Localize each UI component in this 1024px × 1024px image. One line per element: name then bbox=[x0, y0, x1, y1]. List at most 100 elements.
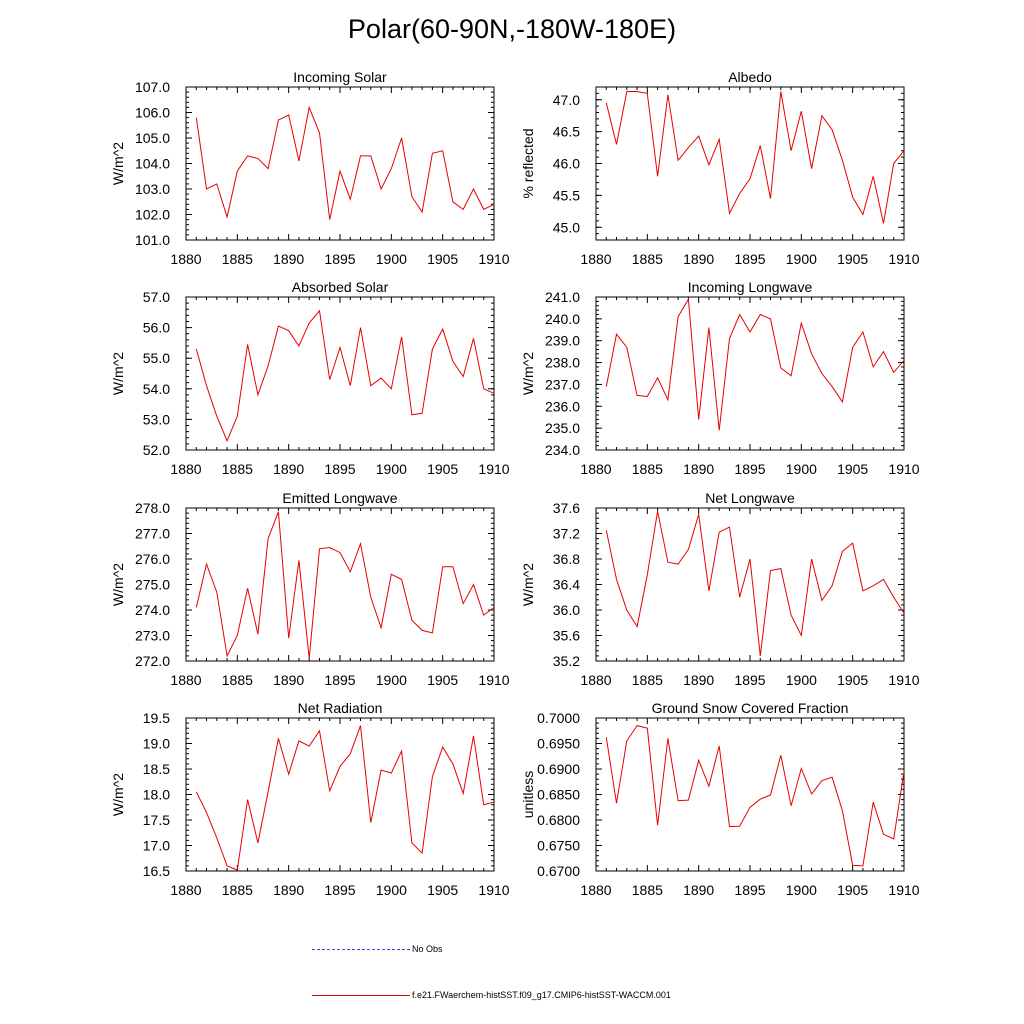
y-tick-label: 55.0 bbox=[143, 350, 170, 366]
x-tick-label: 1880 bbox=[580, 672, 611, 688]
y-tick-label: 0.6900 bbox=[537, 761, 580, 777]
x-tick-label: 1890 bbox=[273, 461, 304, 477]
x-tick-label: 1910 bbox=[478, 461, 509, 477]
chart-panel: Ground Snow Covered Fraction unitless 1880… bbox=[520, 700, 920, 898]
y-tick-label: 16.5 bbox=[143, 863, 170, 879]
y-tick-label: 275.0 bbox=[135, 577, 170, 593]
plot-frame bbox=[185, 296, 495, 451]
y-tick-label: 37.6 bbox=[553, 500, 580, 516]
chart-panel: Incoming Solar W/m^2 1880 1885 1890 1895 1900 1… bbox=[110, 69, 510, 267]
plot-frame bbox=[595, 717, 905, 872]
y-tick-label: 274.0 bbox=[135, 602, 170, 618]
x-tick-label: 1880 bbox=[170, 672, 201, 688]
legend-label-model-run: f.e21.FWaerchem-histSST.f09_g17.CMIP6-hi… bbox=[412, 990, 671, 1000]
x-tick-label: 1890 bbox=[273, 251, 304, 267]
y-tick-label: 17.0 bbox=[143, 838, 170, 854]
x-tick-label: 1905 bbox=[837, 882, 868, 898]
y-tick-label: 234.0 bbox=[545, 442, 580, 458]
y-tick-label: 104.0 bbox=[135, 156, 170, 172]
chart-panel: Incoming Longwave W/m^2 1880 1885 1890 1895 19… bbox=[520, 279, 920, 477]
y-tick-label: 36.8 bbox=[553, 551, 580, 567]
y-tick-label: 46.0 bbox=[553, 156, 580, 172]
panel-title: Ground Snow Covered Fraction bbox=[652, 700, 849, 716]
y-tick-label: 46.5 bbox=[553, 124, 580, 140]
y-tick-label: 18.0 bbox=[143, 787, 170, 803]
y-tick-label: 45.0 bbox=[553, 219, 580, 235]
series-line bbox=[195, 511, 494, 659]
y-tick-label: 101.0 bbox=[135, 232, 170, 248]
y-tick-label: 240.0 bbox=[545, 311, 580, 327]
panel-title: Incoming Solar bbox=[293, 69, 387, 85]
y-tick-label: 52.0 bbox=[143, 442, 170, 458]
y-tick-label: 103.0 bbox=[135, 181, 170, 197]
y-tick-label: 18.5 bbox=[143, 761, 170, 777]
x-tick-label: 1880 bbox=[170, 251, 201, 267]
x-tick-label: 1885 bbox=[632, 251, 663, 267]
x-tick-label: 1910 bbox=[888, 251, 919, 267]
chart-panel: Net Radiation W/m^2 1880 1885 1890 1895 1900 19… bbox=[110, 700, 510, 898]
y-tick-label: 0.6750 bbox=[537, 838, 580, 854]
y-tick-label: 272.0 bbox=[135, 653, 170, 669]
y-tick-label: 35.6 bbox=[553, 628, 580, 644]
x-tick-label: 1910 bbox=[478, 882, 509, 898]
y-tick-label: 276.0 bbox=[135, 551, 170, 567]
x-tick-label: 1905 bbox=[427, 672, 458, 688]
y-tick-label: 36.0 bbox=[553, 602, 580, 618]
x-tick-label: 1900 bbox=[786, 882, 817, 898]
y-tick-label: 106.0 bbox=[135, 105, 170, 121]
x-tick-label: 1910 bbox=[888, 461, 919, 477]
x-tick-label: 1885 bbox=[222, 461, 253, 477]
y-tick-label: 0.7000 bbox=[537, 710, 580, 726]
x-tick-label: 1905 bbox=[837, 461, 868, 477]
y-tick-label: 17.5 bbox=[143, 812, 170, 828]
y-tick-label: 278.0 bbox=[135, 500, 170, 516]
series-line bbox=[605, 91, 904, 224]
y-tick-label: 241.0 bbox=[545, 289, 580, 305]
y-tick-label: 57.0 bbox=[143, 289, 170, 305]
series-line bbox=[605, 725, 904, 867]
plot-frame bbox=[185, 717, 495, 872]
y-tick-label: 235.0 bbox=[545, 420, 580, 436]
x-tick-label: 1890 bbox=[683, 672, 714, 688]
y-axis-label: W/m^2 bbox=[520, 563, 536, 606]
x-tick-label: 1895 bbox=[734, 672, 765, 688]
y-tick-label: 19.0 bbox=[143, 736, 170, 752]
plot-frame bbox=[595, 507, 905, 662]
y-axis-label: W/m^2 bbox=[110, 773, 126, 816]
panel-title: Incoming Longwave bbox=[688, 279, 813, 295]
y-tick-label: 239.0 bbox=[545, 333, 580, 349]
y-tick-label: 0.6850 bbox=[537, 787, 580, 803]
chart-panel: Emitted Longwave W/m^2 1880 1885 1890 1895 190… bbox=[110, 490, 510, 688]
x-tick-label: 1900 bbox=[786, 672, 817, 688]
x-tick-label: 1890 bbox=[273, 672, 304, 688]
x-tick-label: 1890 bbox=[683, 882, 714, 898]
x-tick-label: 1900 bbox=[376, 672, 407, 688]
y-tick-label: 105.0 bbox=[135, 130, 170, 146]
x-tick-label: 1895 bbox=[324, 461, 355, 477]
x-tick-label: 1900 bbox=[376, 882, 407, 898]
panel-title: Net Radiation bbox=[298, 700, 383, 716]
panel-title: Net Longwave bbox=[705, 490, 795, 506]
x-tick-label: 1885 bbox=[632, 672, 663, 688]
y-tick-label: 35.2 bbox=[553, 653, 580, 669]
y-tick-label: 277.0 bbox=[135, 526, 170, 542]
x-tick-label: 1905 bbox=[837, 672, 868, 688]
x-tick-label: 1880 bbox=[170, 882, 201, 898]
y-tick-label: 0.6800 bbox=[537, 812, 580, 828]
x-tick-label: 1880 bbox=[580, 882, 611, 898]
y-tick-label: 56.0 bbox=[143, 320, 170, 336]
series-line bbox=[605, 297, 904, 431]
y-tick-label: 236.0 bbox=[545, 398, 580, 414]
legend-item-no-obs: No Obs bbox=[312, 944, 443, 954]
y-tick-label: 238.0 bbox=[545, 355, 580, 371]
x-tick-label: 1885 bbox=[632, 461, 663, 477]
x-tick-label: 1910 bbox=[478, 672, 509, 688]
x-tick-label: 1895 bbox=[734, 882, 765, 898]
x-tick-label: 1895 bbox=[734, 251, 765, 267]
x-tick-label: 1890 bbox=[683, 251, 714, 267]
x-tick-label: 1900 bbox=[376, 251, 407, 267]
x-tick-label: 1895 bbox=[734, 461, 765, 477]
y-axis-label: % reflected bbox=[520, 128, 536, 198]
y-tick-label: 102.0 bbox=[135, 207, 170, 223]
